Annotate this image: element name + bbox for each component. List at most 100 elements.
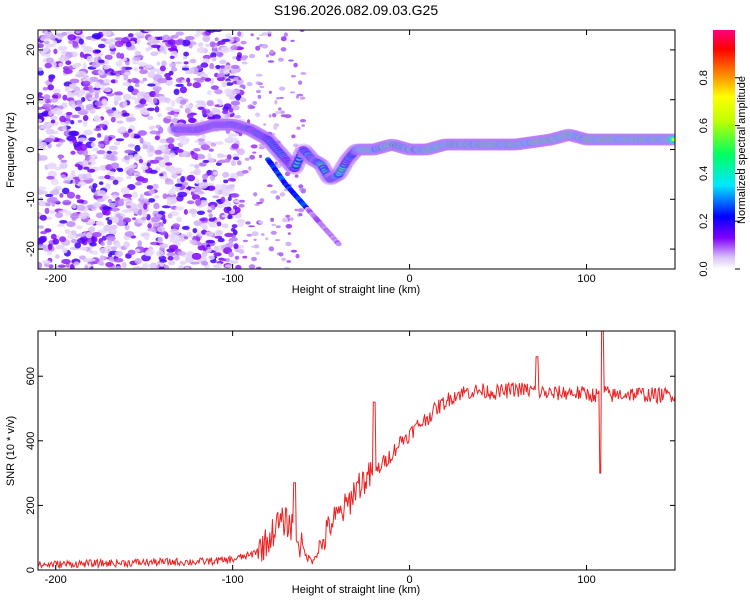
noise-blob [194, 132, 201, 137]
noise-blob [123, 72, 131, 76]
noise-blob [127, 143, 135, 148]
noise-blob [206, 109, 211, 114]
noise-blob [214, 235, 223, 239]
snr-panel: -200 -100 0 100 0 200 400 600 Height of straig… [5, 330, 676, 596]
noise-blob [176, 216, 183, 222]
noise-blob [113, 95, 122, 102]
noise-blob [214, 89, 223, 95]
noise-blob [131, 96, 137, 100]
noise-blob [223, 103, 232, 110]
snr-xlabel: Height of straight line (km) [292, 584, 420, 596]
noise-blob [186, 77, 191, 83]
noise-blob [268, 246, 275, 252]
noise-blob [134, 98, 140, 105]
noise-blob [301, 124, 305, 127]
noise-blob [252, 101, 258, 105]
snr-ylabel: SNR (10 * v/v) [5, 416, 17, 486]
noise-blob [233, 156, 240, 161]
noise-blob [123, 241, 130, 248]
noise-blob [138, 91, 147, 96]
noise-blob [185, 256, 194, 263]
noise-blob [106, 240, 113, 246]
noise-blob [48, 111, 53, 116]
noise-blob [256, 37, 260, 40]
noise-blob [147, 227, 157, 232]
noise-blob [256, 266, 262, 269]
noise-blob [53, 48, 58, 55]
noise-blob [116, 120, 124, 124]
noise-blob [166, 199, 172, 207]
noise-blob [299, 30, 305, 33]
noise-blob [266, 184, 273, 188]
noise-blob [70, 120, 75, 125]
noise-blob [295, 253, 300, 259]
noise-blob [56, 223, 65, 227]
noise-blob [225, 82, 234, 86]
noise-blob [239, 97, 247, 103]
noise-blob [189, 67, 194, 74]
noise-blob [202, 35, 211, 42]
noise-blob [300, 96, 306, 100]
noise-blob [121, 198, 131, 202]
y-tick-label: -20 [25, 241, 37, 257]
noise-blob [224, 88, 233, 96]
noise-blob [211, 107, 218, 114]
noise-blob [147, 223, 152, 229]
noise-blob [259, 198, 265, 203]
noise-blob [122, 100, 128, 108]
noise-blob [287, 232, 291, 235]
noise-blob [146, 214, 151, 221]
noise-blob [278, 57, 284, 62]
noise-blob [227, 214, 233, 220]
noise-blob [89, 242, 97, 247]
x-tick-label: 100 [577, 574, 595, 586]
noise-blob [138, 159, 144, 164]
noise-blob [183, 51, 190, 57]
noise-blob [133, 171, 141, 176]
noise-blob [104, 135, 109, 142]
noise-blob [279, 86, 286, 91]
noise-blob [45, 57, 54, 64]
noise-blob [61, 32, 68, 36]
noise-blob [217, 40, 226, 45]
noise-blob [237, 148, 245, 156]
noise-blob [200, 144, 210, 151]
noise-blob [86, 172, 92, 178]
noise-blob [166, 252, 176, 257]
noise-blob [108, 40, 113, 47]
noise-blob [158, 161, 168, 168]
noise-blob [255, 201, 263, 204]
noise-blob [104, 58, 109, 66]
noise-blob [147, 220, 154, 225]
noise-blob [214, 184, 223, 189]
noise-blob [280, 110, 285, 114]
noise-blob [84, 265, 89, 269]
noise-blob [175, 31, 184, 36]
noise-blob [152, 97, 158, 104]
spectrogram-x-ticks: -200 -100 0 100 [45, 30, 596, 285]
noise-blob [230, 89, 241, 94]
noise-blob [139, 80, 145, 84]
noise-blob [201, 251, 208, 258]
noise-blob [126, 205, 131, 209]
noise-blob [59, 162, 68, 169]
noise-blob [146, 115, 154, 121]
noise-blob [249, 53, 256, 59]
noise-blob [196, 79, 205, 83]
noise-blob [275, 195, 281, 200]
noise-blob [278, 107, 282, 111]
noise-blob [146, 162, 151, 168]
noise-blob [209, 62, 215, 70]
noise-blob [70, 150, 76, 155]
noise-blob [150, 216, 161, 223]
noise-blob [161, 60, 167, 67]
noise-blob [113, 114, 123, 119]
noise-blob [164, 73, 171, 78]
noise-blob [217, 237, 225, 243]
noise-blob [38, 118, 42, 123]
noise-blob [225, 258, 231, 263]
noise-blob [216, 230, 223, 236]
noise-blob [207, 90, 212, 96]
noise-blob [68, 39, 73, 45]
noise-blob [208, 148, 214, 152]
